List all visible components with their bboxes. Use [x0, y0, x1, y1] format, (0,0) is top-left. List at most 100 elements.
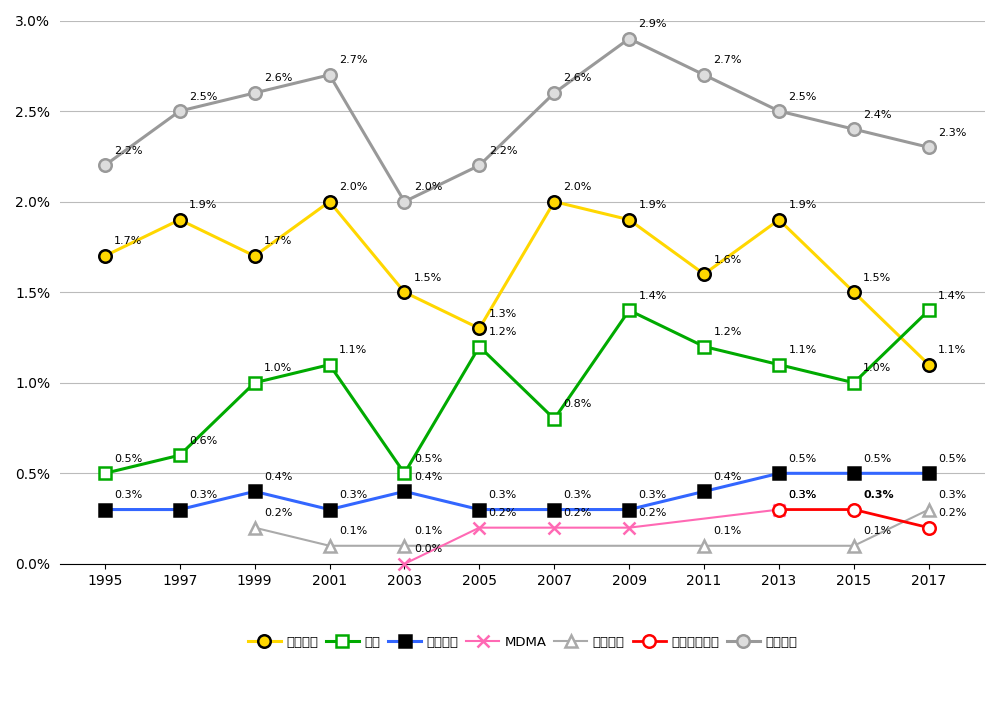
Line: いずれか: いずれか: [99, 32, 935, 208]
コカイン: [324, 541, 336, 550]
覚せい剤: [473, 505, 485, 514]
MDMA: [623, 523, 635, 532]
Text: 1.5%: 1.5%: [863, 273, 892, 283]
コカイン: [923, 505, 935, 514]
大麻: [623, 306, 635, 314]
Text: 0.1%: 0.1%: [339, 526, 367, 536]
Line: コカイン: コカイン: [248, 503, 935, 552]
有機溶剤: [99, 252, 111, 260]
Text: 0.2%: 0.2%: [938, 508, 967, 518]
MDMA: [398, 559, 410, 568]
有機溶剤: [698, 270, 710, 278]
覚せい剤: [773, 469, 785, 477]
Line: 有機溶剤: 有機溶剤: [99, 195, 935, 371]
いずれか: [324, 71, 336, 79]
コカイン: [398, 541, 410, 550]
Text: 0.3%: 0.3%: [114, 490, 142, 500]
危険ドラッグ: [923, 523, 935, 532]
Text: 2.6%: 2.6%: [564, 74, 592, 84]
Text: 2.0%: 2.0%: [414, 182, 442, 192]
Text: 2.3%: 2.3%: [938, 128, 967, 138]
Text: 0.1%: 0.1%: [414, 526, 442, 536]
Text: 1.0%: 1.0%: [863, 363, 892, 373]
Text: 1.5%: 1.5%: [414, 273, 442, 283]
Text: 0.3%: 0.3%: [339, 490, 367, 500]
大麻: [698, 342, 710, 351]
いずれか: [923, 143, 935, 151]
Text: 1.0%: 1.0%: [264, 363, 292, 373]
いずれか: [623, 35, 635, 43]
Text: 2.0%: 2.0%: [339, 182, 367, 192]
Text: 0.2%: 0.2%: [639, 508, 667, 518]
Line: MDMA: MDMA: [398, 503, 785, 570]
覚せい剤: [398, 487, 410, 496]
Text: 1.1%: 1.1%: [339, 345, 367, 355]
MDMA: [773, 505, 785, 514]
覚せい剤: [324, 505, 336, 514]
Text: 2.5%: 2.5%: [189, 92, 217, 102]
Text: 0.2%: 0.2%: [489, 508, 517, 518]
いずれか: [249, 89, 261, 97]
危険ドラッグ: [848, 505, 860, 514]
Text: 1.4%: 1.4%: [938, 291, 967, 301]
MDMA: [473, 523, 485, 532]
Text: 0.5%: 0.5%: [414, 454, 442, 464]
Text: 0.1%: 0.1%: [713, 526, 742, 536]
覚せい剤: [99, 505, 111, 514]
Text: 0.5%: 0.5%: [863, 454, 892, 464]
大麻: [324, 360, 336, 369]
いずれか: [174, 107, 186, 115]
大麻: [398, 469, 410, 477]
大麻: [99, 469, 111, 477]
有機溶剤: [473, 324, 485, 333]
有機溶剤: [773, 216, 785, 224]
Text: 0.3%: 0.3%: [863, 490, 894, 500]
Legend: 有機溶剤, 大麻, 覚せい剤, MDMA, コカイン, 危険ドラッグ, いずれか: 有機溶剤, 大麻, 覚せい剤, MDMA, コカイン, 危険ドラッグ, いずれか: [242, 630, 802, 654]
Text: 2.7%: 2.7%: [713, 56, 742, 66]
Text: 2.2%: 2.2%: [114, 146, 143, 156]
Text: 0.5%: 0.5%: [114, 454, 142, 464]
Text: 2.6%: 2.6%: [264, 74, 292, 84]
いずれか: [473, 161, 485, 169]
いずれか: [99, 161, 111, 169]
Text: 1.6%: 1.6%: [713, 255, 742, 265]
Text: 1.2%: 1.2%: [489, 327, 517, 337]
覚せい剤: [548, 505, 560, 514]
大麻: [848, 379, 860, 387]
Line: 覚せい剤: 覚せい剤: [99, 467, 935, 516]
MDMA: [548, 523, 560, 532]
いずれか: [398, 198, 410, 206]
大麻: [923, 306, 935, 314]
Text: 1.1%: 1.1%: [788, 345, 817, 355]
Text: 0.2%: 0.2%: [564, 508, 592, 518]
大麻: [174, 451, 186, 459]
Text: 1.1%: 1.1%: [938, 345, 966, 355]
有機溶剤: [324, 198, 336, 206]
Text: 0.2%: 0.2%: [264, 508, 292, 518]
コカイン: [698, 541, 710, 550]
大麻: [548, 415, 560, 423]
有機溶剤: [249, 252, 261, 260]
Text: 0.3%: 0.3%: [639, 490, 667, 500]
有機溶剤: [623, 216, 635, 224]
有機溶剤: [548, 198, 560, 206]
Text: 2.0%: 2.0%: [564, 182, 592, 192]
Text: 1.9%: 1.9%: [788, 200, 817, 211]
覚せい剤: [698, 487, 710, 496]
Text: 2.7%: 2.7%: [339, 56, 367, 66]
Text: 0.3%: 0.3%: [938, 490, 966, 500]
コカイン: [249, 523, 261, 532]
Text: 0.5%: 0.5%: [938, 454, 966, 464]
Text: 0.8%: 0.8%: [564, 399, 592, 410]
Line: 危険ドラッグ: 危険ドラッグ: [773, 503, 935, 534]
Text: 0.4%: 0.4%: [264, 472, 292, 482]
Line: 大麻: 大麻: [99, 304, 935, 479]
有機溶剤: [848, 288, 860, 296]
覚せい剤: [923, 469, 935, 477]
いずれか: [773, 107, 785, 115]
Text: 0.3%: 0.3%: [189, 490, 217, 500]
Text: 0.3%: 0.3%: [564, 490, 592, 500]
Text: 1.9%: 1.9%: [639, 200, 667, 211]
いずれか: [848, 125, 860, 133]
Text: 0.3%: 0.3%: [489, 490, 517, 500]
